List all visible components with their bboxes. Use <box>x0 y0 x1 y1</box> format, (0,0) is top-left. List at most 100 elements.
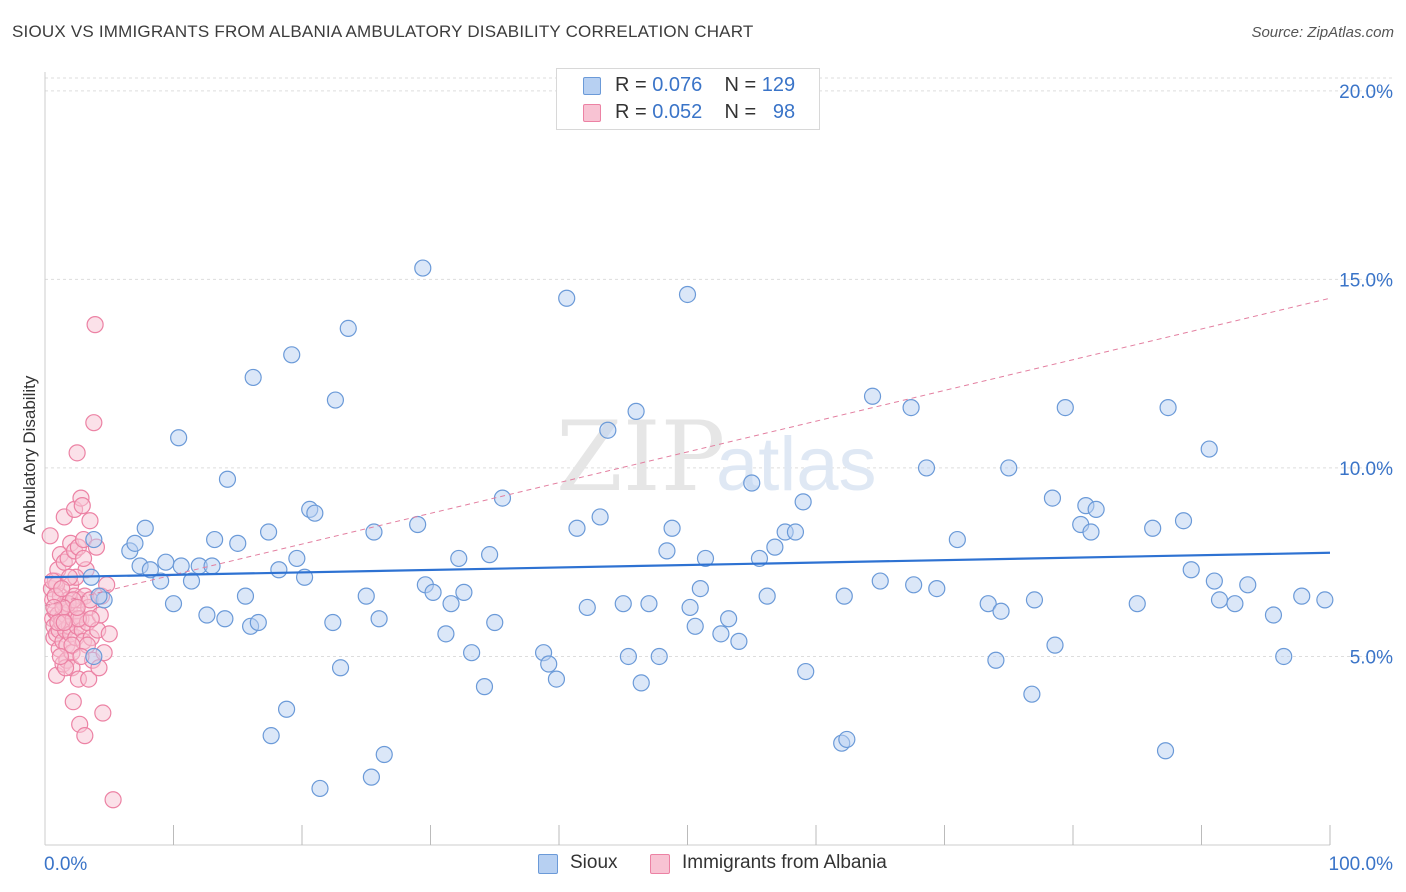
albania-point <box>64 693 82 711</box>
sioux-point <box>1205 572 1223 590</box>
sioux-point <box>362 768 380 786</box>
sioux-point <box>357 587 375 605</box>
sioux-point <box>720 610 738 628</box>
sioux-point <box>1316 591 1334 609</box>
sioux-point <box>90 587 108 605</box>
sioux-point <box>1043 489 1062 507</box>
sioux-point <box>157 553 175 571</box>
r-value: 0.052 <box>652 101 703 123</box>
legend-label-albania: Immigrants from Albania <box>682 852 887 873</box>
sioux-point <box>663 519 681 537</box>
sioux-point <box>236 587 255 605</box>
sioux-point <box>409 515 427 534</box>
sioux-point <box>1087 500 1105 519</box>
albania-point <box>63 636 81 654</box>
x-tick-label: 0.0% <box>44 854 87 875</box>
sioux-point <box>632 674 650 692</box>
sioux-point <box>1293 587 1311 605</box>
sioux-point <box>311 779 329 798</box>
sioux-point <box>712 625 730 643</box>
sioux-point <box>730 632 748 650</box>
albania-point <box>82 610 100 628</box>
sioux-point <box>863 387 882 405</box>
albania-point <box>55 613 73 632</box>
sioux-point <box>463 644 481 662</box>
sioux-point <box>259 523 278 541</box>
sioux-point <box>455 583 473 601</box>
source-label: Source: ZipAtlas.com <box>1251 24 1394 41</box>
sioux-point <box>743 474 761 492</box>
sioux-point <box>1264 606 1283 624</box>
sioux-point <box>262 727 280 745</box>
sioux-point <box>750 549 769 568</box>
sioux-point <box>450 549 468 568</box>
r-value: 0.076 <box>652 74 703 96</box>
sioux-point <box>331 659 350 677</box>
sioux-point <box>905 576 923 594</box>
sioux-point <box>758 587 776 605</box>
sioux-point <box>229 534 247 552</box>
albania-point <box>76 727 94 745</box>
sioux-point <box>85 647 103 666</box>
sioux-point <box>568 519 586 537</box>
sioux-point <box>414 259 432 277</box>
sioux-point <box>475 678 494 696</box>
sioux-point <box>339 319 357 338</box>
sioux-swatch <box>538 854 558 874</box>
sioux-point <box>902 398 920 417</box>
sioux-point <box>1275 647 1293 666</box>
sioux-point <box>152 572 170 590</box>
albania-point <box>68 444 86 462</box>
albania-point <box>86 316 104 334</box>
sioux-point <box>164 595 183 613</box>
sioux-point <box>578 598 596 617</box>
sioux-point <box>786 523 805 541</box>
albania-points <box>41 316 122 809</box>
albania-point <box>85 414 103 432</box>
n-value: 98 <box>772 101 796 123</box>
trend-lines <box>44 297 1331 607</box>
albania-point <box>80 670 98 688</box>
y-tick-label: 15.0% <box>1339 270 1393 291</box>
watermark-zip: ZIP <box>556 401 725 513</box>
sioux-point <box>324 613 342 632</box>
sioux-point <box>838 730 856 749</box>
sioux-point <box>1144 519 1162 537</box>
sioux-point <box>614 595 632 613</box>
sioux-point <box>987 651 1005 669</box>
sioux-point <box>540 655 558 673</box>
sioux-point <box>206 530 224 549</box>
sioux-swatch <box>583 77 601 95</box>
sioux-point <box>1239 576 1257 594</box>
sioux-point <box>288 549 306 568</box>
axes <box>44 72 1331 846</box>
sioux-point <box>326 391 345 409</box>
sioux-point <box>917 459 936 477</box>
sioux-point <box>442 595 460 613</box>
x-tick-labels: 0.0% 100.0% <box>44 854 1393 875</box>
albania-point <box>41 527 59 545</box>
sioux-point <box>437 625 455 643</box>
albania-point <box>100 625 118 643</box>
n-value: 129 <box>761 74 796 96</box>
sioux-point <box>1226 595 1244 613</box>
albania-point <box>68 598 86 617</box>
sioux-point <box>481 546 499 564</box>
sioux-point <box>627 402 645 420</box>
sioux-point <box>640 595 658 613</box>
sioux-point <box>136 519 154 537</box>
sioux-point <box>244 368 262 387</box>
sioux-point <box>1000 459 1018 477</box>
sioux-point <box>1056 398 1074 417</box>
sioux-point <box>1182 561 1200 579</box>
sioux-point <box>170 429 188 447</box>
stats-legend: R = 0.076 N = 129 R = 0.052 N = 98 <box>556 68 820 130</box>
albania-point <box>73 497 91 515</box>
albania-point <box>74 549 93 568</box>
sioux-point <box>1159 398 1177 417</box>
albania-point <box>104 791 122 809</box>
y-axis-label: Ambulatory Disability <box>20 375 39 534</box>
y-tick-label: 5.0% <box>1350 647 1393 668</box>
albania-point <box>53 579 71 598</box>
sioux-point <box>182 572 201 590</box>
